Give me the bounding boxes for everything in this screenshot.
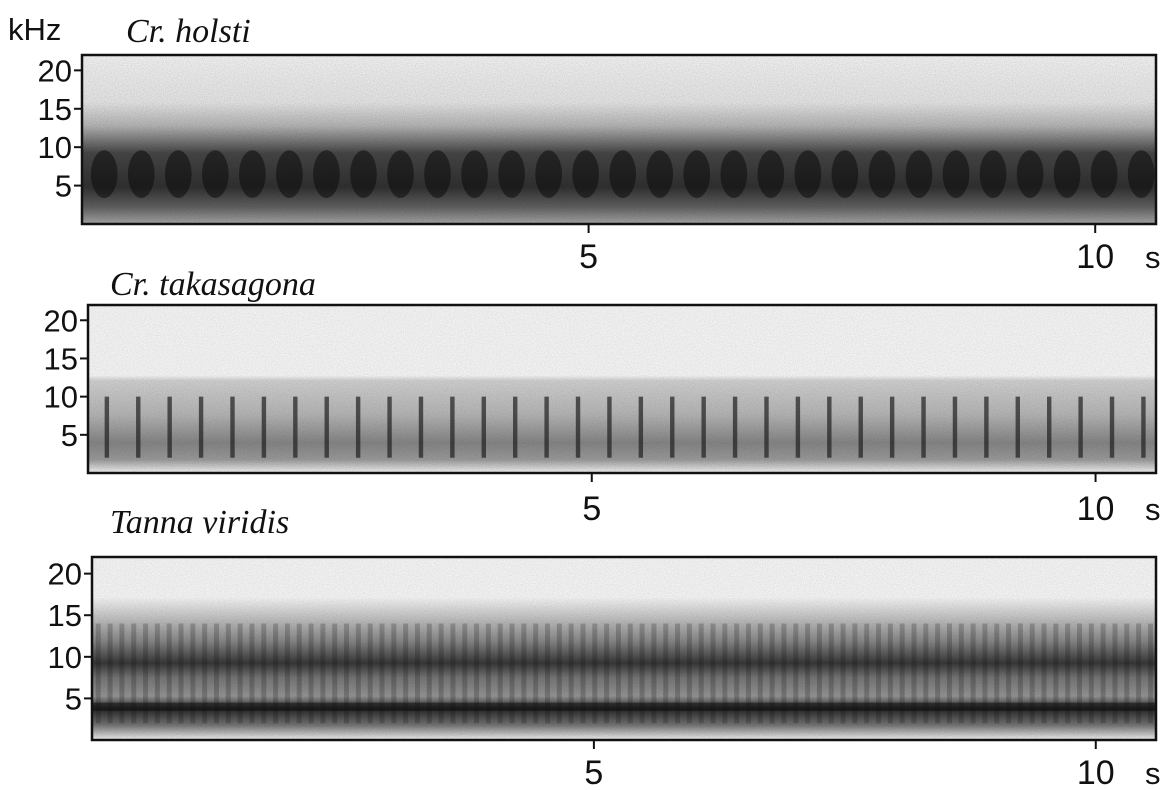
noise-texture [92,557,1156,740]
panel-frame [80,53,1158,226]
spectrogram-panel-tanna-viridis: Tanna viridis 20 15 10 5 5 10 s [48,504,1161,790]
y-tick-label: 20 [44,303,78,338]
x-tick-label: 10 [1076,238,1114,276]
y-tick-label: 15 [38,92,72,127]
y-axis-ticks: 20 15 10 5 [48,557,92,716]
x-axis-unit-label: s [1145,492,1161,527]
panel-title: Tanna viridis [110,504,289,541]
x-axis-ticks: 5 10 [584,740,1115,790]
x-tick-label: 10 [1077,490,1115,528]
y-tick-label: 5 [61,418,78,453]
noise-texture [88,305,1156,473]
y-tick-label: 15 [44,341,78,376]
x-tick-label: 5 [584,754,603,790]
y-tick-label: 10 [44,380,78,415]
y-tick-label: 5 [65,681,82,716]
x-axis-unit-label: s [1145,240,1161,275]
x-axis-ticks: 5 10 [582,473,1114,528]
y-tick-label: 20 [38,53,72,88]
x-tick-label: 5 [579,238,598,276]
y-tick-label: 15 [48,598,82,633]
x-axis-unit-label: s [1145,756,1161,790]
panel-title: Cr. holsti [126,13,251,50]
panel-frame [90,555,1158,742]
y-axis-unit-label: kHz [8,12,61,47]
y-tick-label: 5 [55,169,72,204]
panel-frame [86,303,1158,475]
x-tick-label: 10 [1077,754,1115,790]
noise-texture [82,55,1156,224]
y-tick-label: 10 [38,130,72,165]
x-axis-ticks: 5 10 [579,224,1114,276]
x-tick-label: 5 [582,490,601,528]
y-tick-label: 10 [48,640,82,675]
panel-title: Cr. takasagona [110,266,316,303]
y-tick-label: 20 [48,557,82,592]
